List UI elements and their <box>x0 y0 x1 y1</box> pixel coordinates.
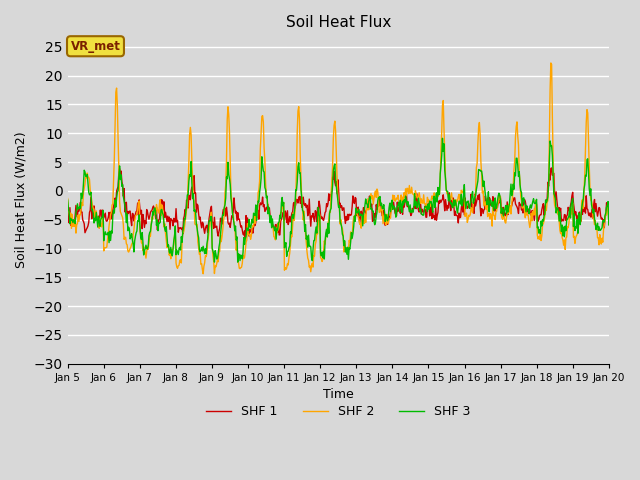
SHF 1 <box>404 204 412 209</box>
SHF 2 <box>547 60 555 66</box>
SHF 3 <box>605 222 612 228</box>
Line: SHF 3: SHF 3 <box>68 138 609 262</box>
Title: Soil Heat Flux: Soil Heat Flux <box>285 15 391 30</box>
SHF 2 <box>404 191 412 196</box>
SHF 1 <box>241 235 249 241</box>
Y-axis label: Soil Heat Flux (W/m2): Soil Heat Flux (W/m2) <box>15 131 28 268</box>
SHF 3 <box>404 204 412 210</box>
SHF 2 <box>129 231 137 237</box>
SHF 3 <box>184 192 192 198</box>
Line: SHF 2: SHF 2 <box>68 63 609 274</box>
Line: SHF 1: SHF 1 <box>68 168 609 238</box>
SHF 1 <box>74 214 81 220</box>
X-axis label: Time: Time <box>323 388 354 401</box>
SHF 3 <box>213 256 221 262</box>
SHF 2 <box>605 221 612 227</box>
SHF 1 <box>548 165 556 171</box>
SHF 3 <box>74 201 81 207</box>
SHF 1 <box>213 223 221 229</box>
SHF 2 <box>184 182 192 188</box>
SHF 3 <box>420 206 428 212</box>
SHF 2 <box>214 257 221 263</box>
SHF 2 <box>74 220 81 226</box>
SHF 3 <box>129 241 137 247</box>
SHF 2 <box>64 196 72 202</box>
SHF 3 <box>438 135 446 141</box>
SHF 1 <box>184 205 192 211</box>
SHF 3 <box>234 259 242 265</box>
Legend: SHF 1, SHF 2, SHF 3: SHF 1, SHF 2, SHF 3 <box>201 400 476 423</box>
SHF 2 <box>420 201 428 206</box>
SHF 1 <box>64 207 72 213</box>
Text: VR_met: VR_met <box>70 40 120 53</box>
SHF 1 <box>605 202 612 207</box>
SHF 1 <box>129 211 137 217</box>
SHF 2 <box>199 271 207 276</box>
SHF 3 <box>64 197 72 203</box>
SHF 1 <box>420 207 428 213</box>
